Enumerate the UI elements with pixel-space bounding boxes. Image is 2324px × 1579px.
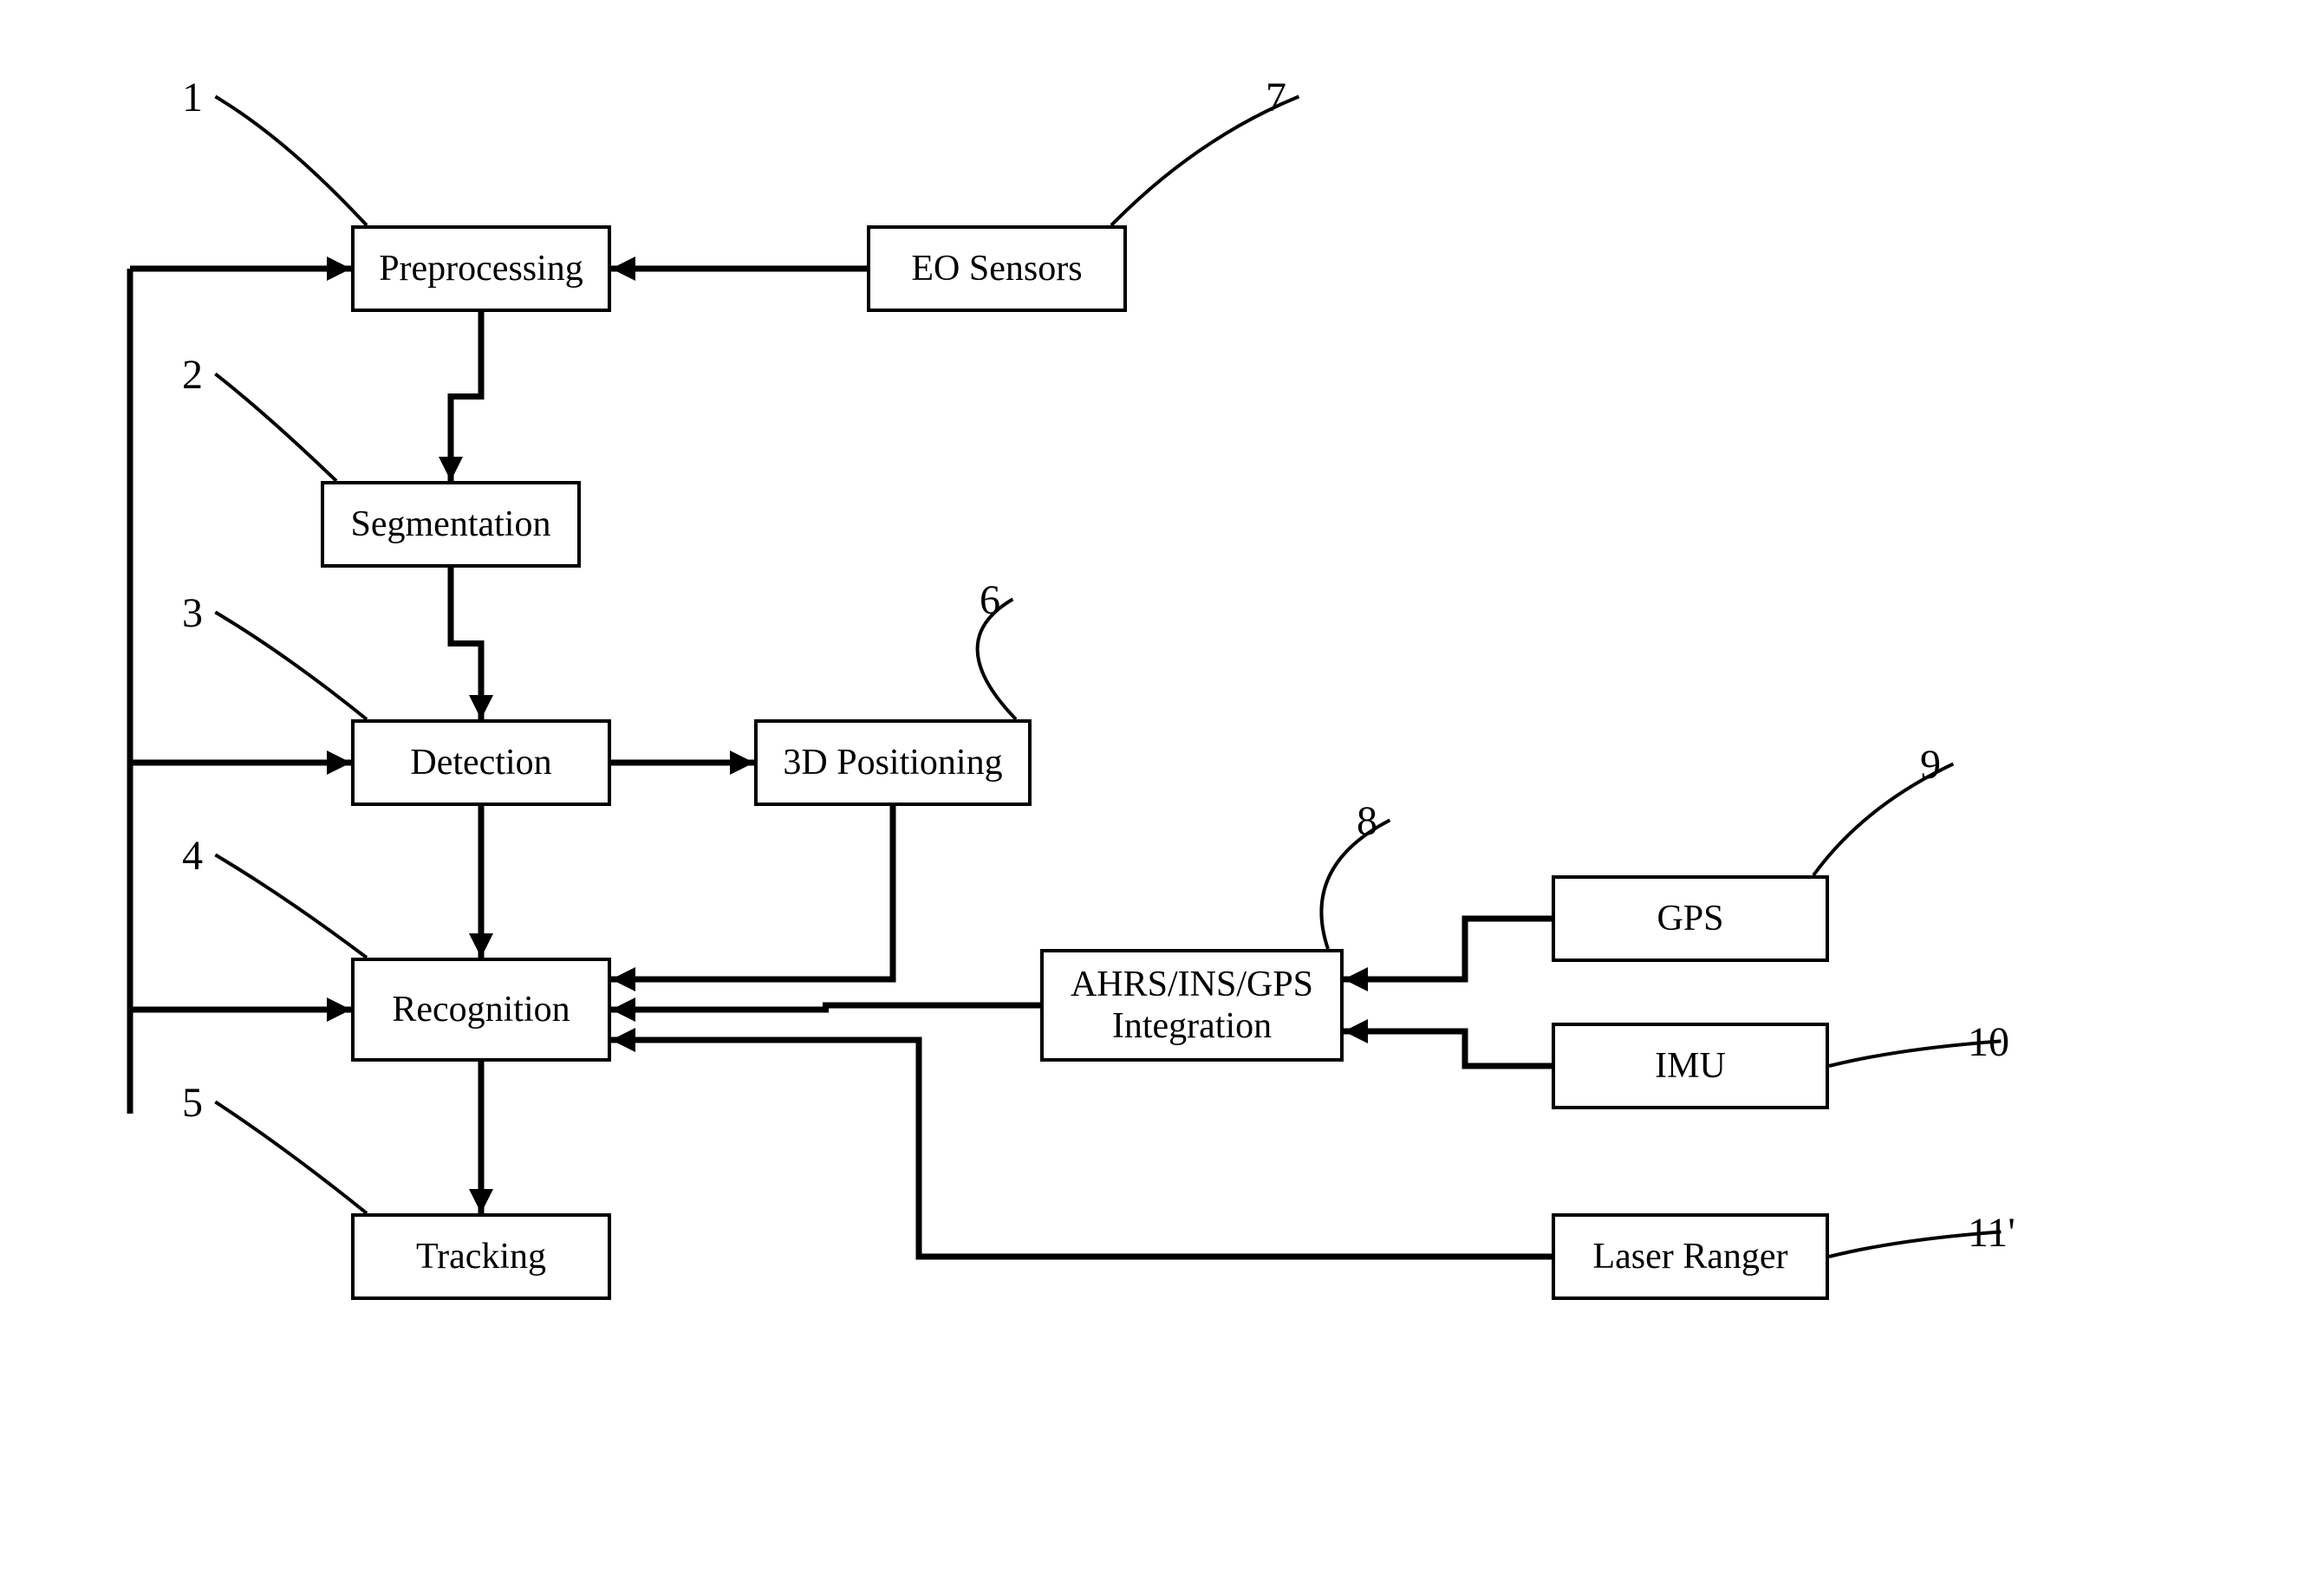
node-gps: GPS xyxy=(1552,875,1829,962)
node-label: Detection xyxy=(403,742,558,783)
node-laser: Laser Ranger xyxy=(1552,1213,1829,1300)
node-label: Segmentation xyxy=(344,504,558,545)
node-eo_sensors: EO Sensors xyxy=(867,225,1127,312)
ref-label-r5: 5 xyxy=(182,1079,203,1127)
node-label: AHRS/INS/GPS Integration xyxy=(1044,964,1340,1048)
node-preprocessing: Preprocessing xyxy=(351,225,611,312)
node-label: EO Sensors xyxy=(904,248,1089,289)
ref-label-r10: 10 xyxy=(1968,1018,2009,1066)
node-label: Laser Ranger xyxy=(1585,1236,1794,1277)
node-segmentation: Segmentation xyxy=(321,481,581,568)
ref-label-r4: 4 xyxy=(182,832,203,880)
ref-label-r8: 8 xyxy=(1357,797,1377,845)
node-positioning3d: 3D Positioning xyxy=(754,719,1032,806)
node-recognition: Recognition xyxy=(351,958,611,1062)
node-tracking: Tracking xyxy=(351,1213,611,1300)
ref-label-r7: 7 xyxy=(1266,74,1286,121)
ref-label-r1: 1 xyxy=(182,74,203,121)
node-label: 3D Positioning xyxy=(776,742,1009,783)
node-ahrs: AHRS/INS/GPS Integration xyxy=(1040,949,1344,1062)
node-label: IMU xyxy=(1648,1045,1733,1087)
node-label: Preprocessing xyxy=(372,248,590,289)
ref-label-r9: 9 xyxy=(1920,741,1941,789)
ref-label-r2: 2 xyxy=(182,351,203,399)
ref-label-r3: 3 xyxy=(182,589,203,637)
node-imu: IMU xyxy=(1552,1023,1829,1109)
ref-label-r6: 6 xyxy=(980,576,1000,624)
ref-label-r11: 11' xyxy=(1968,1209,2015,1257)
node-detection: Detection xyxy=(351,719,611,806)
node-label: Tracking xyxy=(409,1236,553,1277)
node-label: GPS xyxy=(1650,898,1730,939)
edges-overlay xyxy=(0,0,2324,1579)
diagram-canvas: Preprocessing Segmentation Detection Recogn… xyxy=(0,0,2324,1579)
node-label: Recognition xyxy=(385,989,576,1030)
